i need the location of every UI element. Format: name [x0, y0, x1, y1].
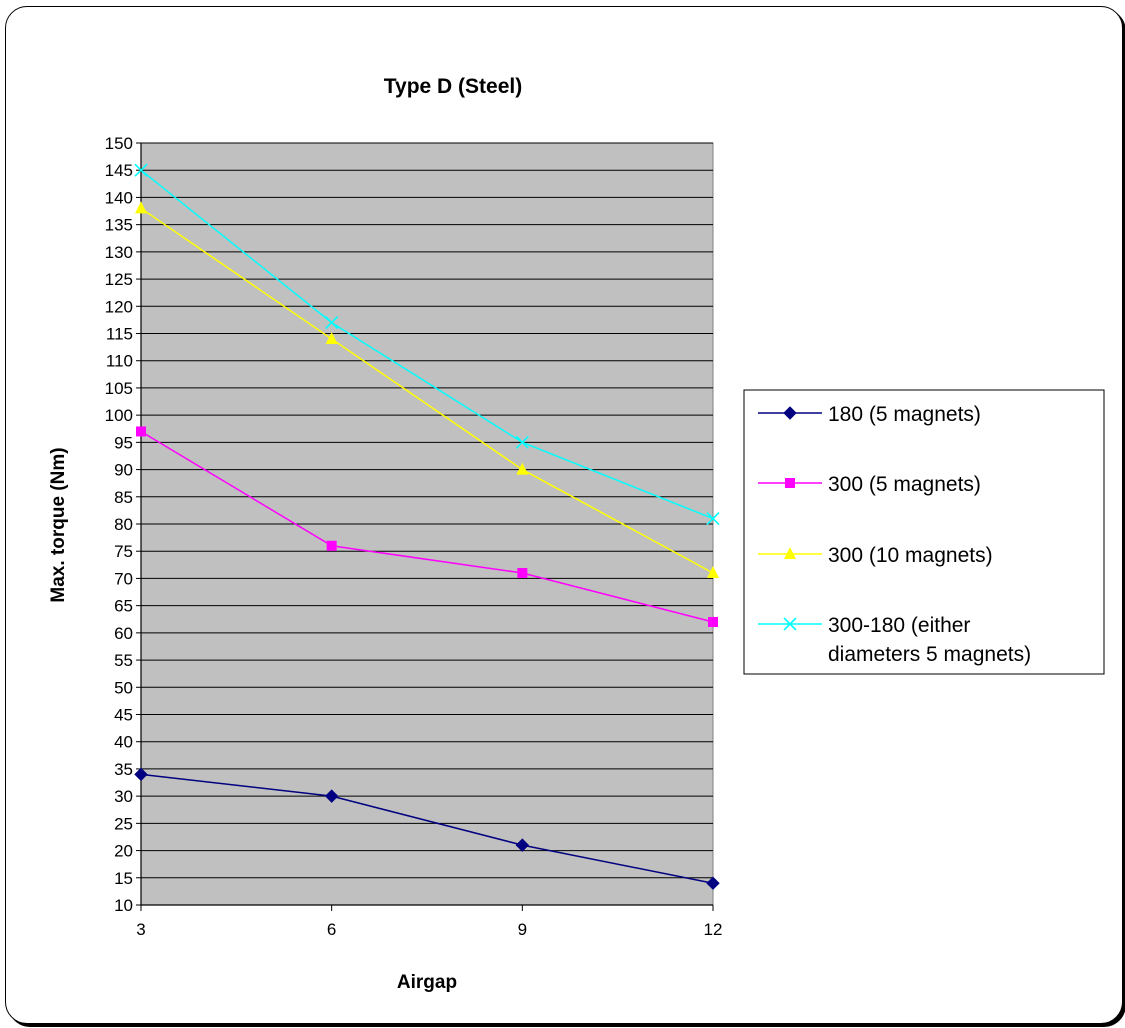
data-point	[515, 838, 530, 852]
y-tick-label: 20	[114, 842, 133, 861]
x-tick-label: 9	[518, 920, 527, 939]
data-point	[517, 567, 528, 578]
series-3	[135, 201, 719, 578]
legend-marker	[785, 478, 795, 488]
y-tick-label: 80	[114, 515, 133, 534]
data-point	[706, 511, 720, 526]
y-tick-label: 115	[106, 325, 133, 344]
data-point	[325, 331, 338, 344]
data-point	[134, 163, 148, 177]
y-tick-label: 110	[106, 352, 133, 371]
y-tick-label: 125	[105, 270, 133, 289]
x-tick-label: 3	[136, 920, 145, 939]
data-point	[135, 201, 147, 214]
y-tick-label: 40	[114, 733, 133, 752]
y-tick-label: 45	[114, 706, 133, 725]
legend-label: 300 (5 magnets)	[828, 473, 981, 496]
y-tick-label: 150	[105, 134, 133, 153]
legend-marker	[783, 406, 797, 420]
x-axis-title: Airgap	[397, 972, 457, 993]
data-point	[325, 316, 339, 330]
series-1	[134, 767, 720, 890]
y-axis-ticks: 10 15 20 25 30 35 40 45 50 55 60 65 70 75 80 85 90 95 100 1…	[105, 134, 141, 915]
data-point	[326, 540, 337, 551]
legend-marker	[783, 617, 797, 631]
y-tick-label: 25	[114, 814, 133, 833]
legend-label: 300-180 (either	[828, 614, 970, 637]
y-tick-label: 95	[114, 433, 133, 452]
y-tick-label: 140	[105, 188, 133, 207]
data-point	[134, 767, 148, 782]
data-point	[516, 462, 529, 475]
legend-label: diameters 5 magnets)	[828, 643, 1031, 666]
x-tick-label: 12	[704, 920, 723, 939]
data-point	[515, 435, 529, 449]
data-point	[708, 616, 718, 627]
legend-label: 180 (5 magnets)	[828, 403, 981, 426]
y-tick-label: 10	[114, 896, 133, 915]
legend-label: 300 (10 magnets)	[828, 544, 993, 567]
y-tick-label: 135	[105, 216, 133, 235]
y-tick-label: 55	[114, 651, 133, 670]
x-axis-ticks: 3 6 9 12	[136, 905, 722, 939]
y-tick-label: 85	[114, 488, 133, 507]
series-line	[140, 773, 714, 884]
y-tick-label: 70	[114, 569, 133, 588]
series-line	[140, 169, 714, 520]
data-point	[706, 876, 720, 890]
data-point	[707, 565, 719, 578]
y-tick-label: 145	[105, 161, 133, 180]
legend-box	[743, 389, 1105, 675]
legend: 180 (5 magnets) 300 (5 magnets) 300 (10 ma…	[743, 389, 1105, 675]
y-tick-label: 50	[114, 678, 133, 697]
series-2	[136, 426, 718, 627]
series-group	[134, 163, 720, 890]
y-tick-label: 15	[114, 869, 133, 888]
series-4	[134, 163, 720, 526]
y-tick-label: 105	[105, 379, 133, 398]
data-point	[324, 789, 339, 803]
data-point	[136, 426, 146, 437]
y-tick-label: 100	[105, 406, 133, 425]
y-tick-label: 75	[114, 542, 133, 561]
legend-entry: 180 (5 magnets)	[758, 403, 981, 426]
y-tick-label: 35	[114, 760, 133, 779]
series-line	[140, 207, 714, 574]
legend-entry: 300 (10 magnets)	[758, 544, 993, 567]
y-tick-label: 130	[105, 243, 133, 262]
x-tick-label: 6	[327, 920, 336, 939]
y-axis-title: Max. torque (Nm)	[48, 447, 69, 602]
y-tick-label: 30	[114, 787, 133, 806]
y-tick-label: 60	[114, 624, 133, 643]
y-tick-label: 65	[114, 597, 133, 616]
chart-title: Type D (Steel)	[384, 75, 522, 98]
y-tick-label: 120	[105, 297, 133, 316]
legend-marker	[784, 547, 796, 559]
legend-entry: 300 (5 magnets)	[758, 473, 981, 496]
legend-entry: 300-180 (either diameters 5 magnets)	[758, 614, 1031, 666]
series-line	[140, 430, 714, 623]
y-tick-label: 90	[114, 461, 133, 480]
plot-area	[140, 142, 714, 906]
